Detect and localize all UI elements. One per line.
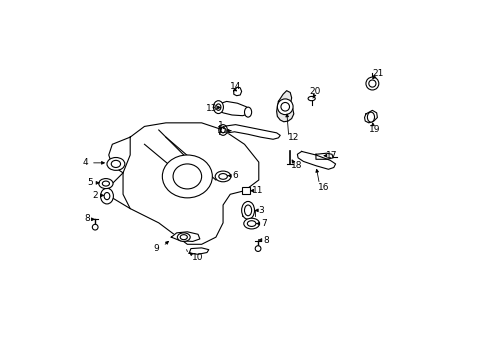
Text: 16: 16 <box>317 183 329 192</box>
Circle shape <box>277 99 292 114</box>
Text: 6: 6 <box>232 171 238 180</box>
Circle shape <box>255 246 261 251</box>
Ellipse shape <box>221 127 225 133</box>
Text: 8: 8 <box>84 214 90 223</box>
Ellipse shape <box>213 101 223 113</box>
Text: 5: 5 <box>87 178 93 187</box>
Ellipse shape <box>244 205 251 216</box>
Text: 21: 21 <box>371 69 383 78</box>
Circle shape <box>92 224 98 230</box>
Polygon shape <box>171 232 200 242</box>
Ellipse shape <box>104 193 110 200</box>
Text: 1: 1 <box>217 121 223 130</box>
Text: 20: 20 <box>309 87 320 96</box>
Ellipse shape <box>177 233 190 242</box>
Polygon shape <box>233 87 241 96</box>
Polygon shape <box>189 248 208 254</box>
Ellipse shape <box>216 104 221 111</box>
Text: 10: 10 <box>191 253 203 262</box>
Text: 12: 12 <box>287 133 299 142</box>
Ellipse shape <box>244 218 259 229</box>
Ellipse shape <box>162 155 212 198</box>
Text: 14: 14 <box>229 82 241 91</box>
FancyBboxPatch shape <box>241 187 249 194</box>
Ellipse shape <box>368 80 375 87</box>
Text: 9: 9 <box>153 244 159 253</box>
Text: 13: 13 <box>205 104 217 113</box>
Ellipse shape <box>365 77 378 90</box>
Ellipse shape <box>218 125 227 135</box>
Ellipse shape <box>247 221 255 226</box>
Polygon shape <box>276 91 293 122</box>
Circle shape <box>281 103 289 111</box>
Polygon shape <box>297 152 335 169</box>
Text: 2: 2 <box>92 191 98 200</box>
Ellipse shape <box>173 164 201 189</box>
Ellipse shape <box>244 107 251 117</box>
Text: 18: 18 <box>290 161 302 170</box>
Text: 11: 11 <box>251 186 263 195</box>
Ellipse shape <box>241 202 254 219</box>
Text: 7: 7 <box>261 219 266 228</box>
Ellipse shape <box>111 160 121 167</box>
Text: 3: 3 <box>258 206 264 215</box>
Ellipse shape <box>218 174 227 179</box>
Text: 19: 19 <box>368 126 380 135</box>
Ellipse shape <box>101 188 113 204</box>
Text: 8: 8 <box>263 235 268 244</box>
Ellipse shape <box>107 157 124 170</box>
Polygon shape <box>315 153 332 159</box>
Ellipse shape <box>180 235 187 240</box>
Ellipse shape <box>99 179 113 189</box>
Ellipse shape <box>366 112 374 122</box>
Text: 17: 17 <box>325 151 337 160</box>
Ellipse shape <box>307 96 315 101</box>
Polygon shape <box>216 102 249 116</box>
Text: 4: 4 <box>82 158 88 167</box>
Ellipse shape <box>215 171 230 182</box>
Ellipse shape <box>102 181 109 186</box>
Polygon shape <box>220 125 280 139</box>
Text: 15: 15 <box>217 126 228 135</box>
Polygon shape <box>364 111 377 123</box>
